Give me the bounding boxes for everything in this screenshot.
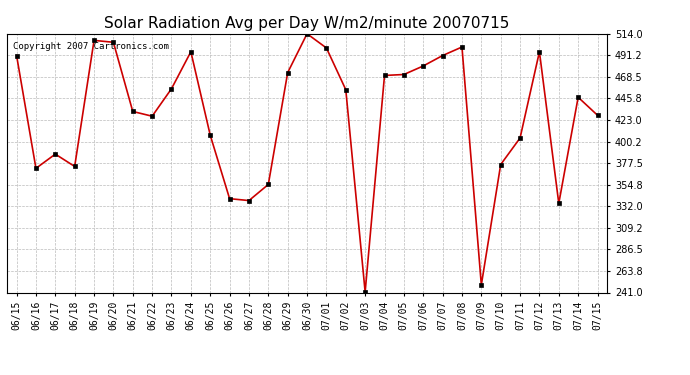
Text: Copyright 2007 Cartronics.com: Copyright 2007 Cartronics.com (13, 42, 169, 51)
Title: Solar Radiation Avg per Day W/m2/minute 20070715: Solar Radiation Avg per Day W/m2/minute … (104, 16, 510, 31)
